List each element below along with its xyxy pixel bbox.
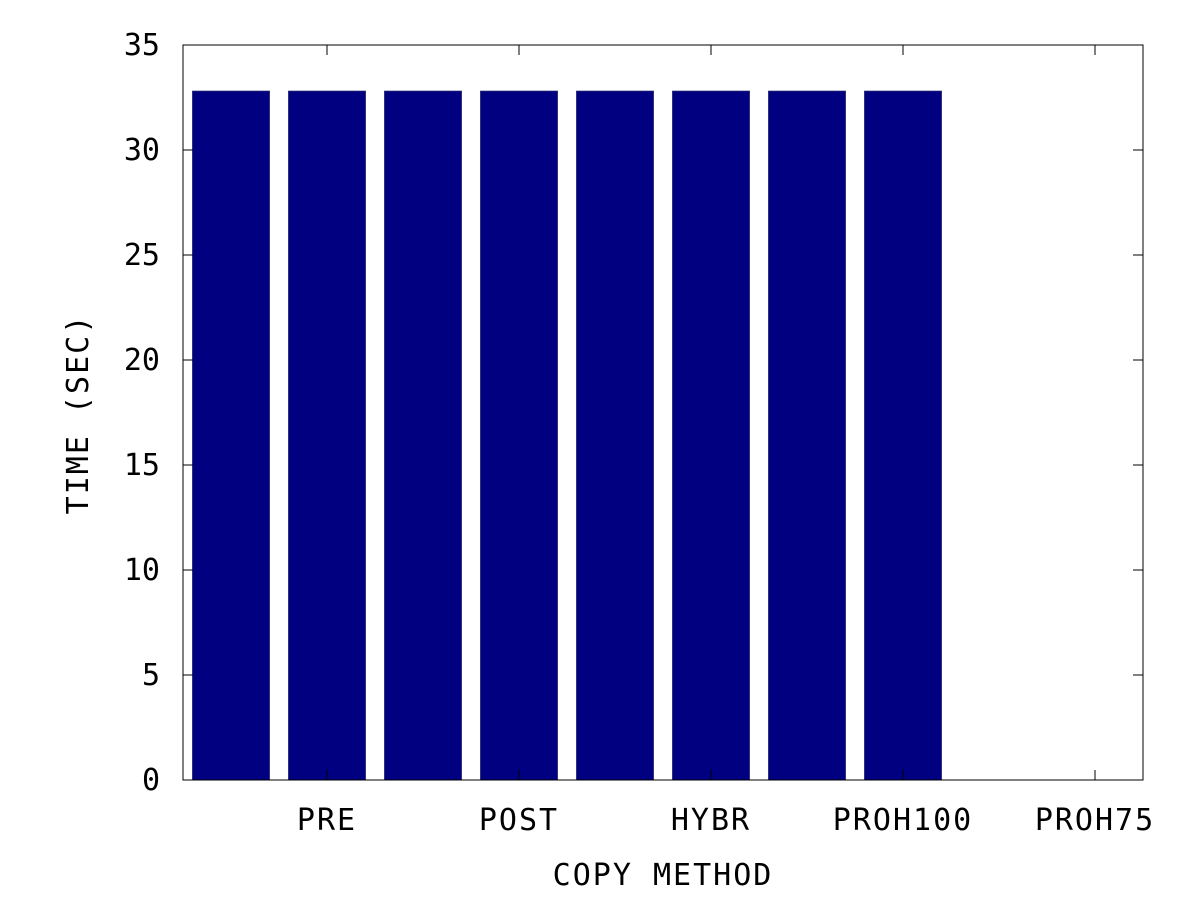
y-tick-label: 30 <box>124 133 160 168</box>
y-tick-label: 35 <box>124 28 160 63</box>
y-tick-label: 15 <box>124 448 160 483</box>
bar-5 <box>576 90 654 781</box>
x-tick-label: POST <box>479 803 559 838</box>
x-tick-label: PROH100 <box>833 803 973 838</box>
y-tick-label: 5 <box>142 658 160 693</box>
bar-1 <box>192 90 270 781</box>
bar-2 <box>288 90 366 781</box>
y-tick-label: 25 <box>124 238 160 273</box>
x-tick-label: HYBR <box>671 803 751 838</box>
bar-7 <box>768 90 846 781</box>
axes-layer <box>182 44 1144 781</box>
bar-3 <box>384 90 462 781</box>
ticks-layer: 0 5 10 15 20 25 30 35 PRE POST HYBR PROH100 PROH75 <box>124 28 1155 838</box>
bars-layer <box>192 90 942 781</box>
y-tick-label: 0 <box>142 763 160 798</box>
bar-4 <box>480 90 558 781</box>
y-tick-label: 20 <box>124 343 160 378</box>
x-axis-title: COPY METHOD <box>553 858 774 893</box>
x-tick-label: PRE <box>297 803 357 838</box>
bar-8 <box>864 90 942 781</box>
plot-frame <box>182 44 1144 781</box>
bar-6 <box>672 90 750 781</box>
y-tick-label: 10 <box>124 553 160 588</box>
y-axis-title: TIME (SEC) <box>61 314 96 515</box>
x-tick-label: PROH75 <box>1035 803 1155 838</box>
